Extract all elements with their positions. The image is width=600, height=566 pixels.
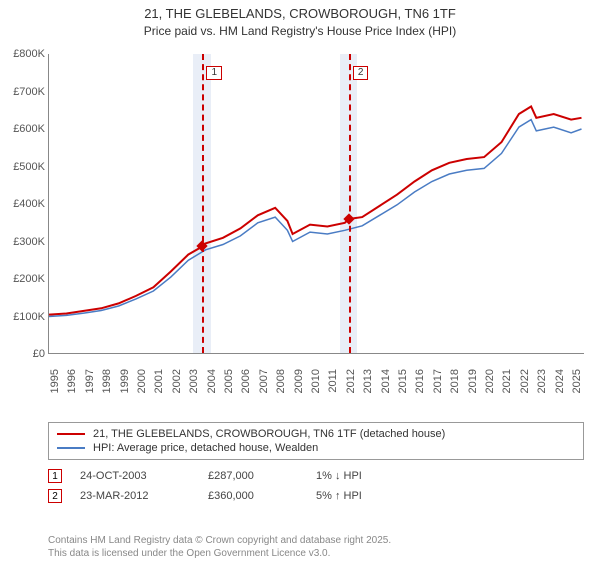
legend-swatch: [57, 433, 85, 435]
legend-item: 21, THE GLEBELANDS, CROWBOROUGH, TN6 1TF…: [57, 427, 575, 441]
x-axis-tick: 2017: [432, 369, 444, 393]
x-axis-tick: 2001: [153, 369, 165, 393]
sale-row: 2 23-MAR-2012 £360,000 5% ↑ HPI: [48, 486, 584, 506]
sale-row: 1 24-OCT-2003 £287,000 1% ↓ HPI: [48, 466, 584, 486]
x-axis-tick: 2012: [345, 369, 357, 393]
legend-box: 21, THE GLEBELANDS, CROWBOROUGH, TN6 1TF…: [48, 422, 584, 460]
legend-label: HPI: Average price, detached house, Weal…: [93, 442, 318, 454]
x-axis-tick: 2018: [449, 369, 461, 393]
y-axis-tick: £200K: [1, 273, 45, 285]
x-axis-tick: 2004: [206, 369, 218, 393]
sale-vline: [202, 54, 204, 353]
x-axis-tick: 1999: [119, 369, 131, 393]
x-axis-tick: 1995: [49, 369, 61, 393]
sale-vline-label: 2: [353, 66, 369, 80]
x-axis-tick: 2011: [327, 369, 339, 393]
legend-item: HPI: Average price, detached house, Weal…: [57, 441, 575, 455]
sale-date: 24-OCT-2003: [80, 470, 190, 482]
series-hpi: [49, 120, 582, 317]
x-axis-tick: 2005: [223, 369, 235, 393]
sale-rows: 1 24-OCT-2003 £287,000 1% ↓ HPI 2 23-MAR…: [48, 466, 584, 506]
series-svg: [49, 54, 585, 354]
sale-price: £287,000: [208, 470, 298, 482]
chart-subtitle: Price paid vs. HM Land Registry's House …: [0, 24, 600, 38]
x-axis-tick: 2010: [310, 369, 322, 393]
x-axis-tick: 2021: [501, 369, 513, 393]
x-axis-tick: 1996: [66, 369, 78, 393]
x-axis-tick: 2019: [467, 369, 479, 393]
sale-delta: 5% ↑ HPI: [316, 490, 362, 502]
x-axis-tick: 2023: [536, 369, 548, 393]
y-axis-tick: £400K: [1, 198, 45, 210]
sale-vline-label: 1: [206, 66, 222, 80]
legend-label: 21, THE GLEBELANDS, CROWBOROUGH, TN6 1TF…: [93, 428, 445, 440]
x-axis-tick: 2022: [519, 369, 531, 393]
x-axis-tick: 2000: [136, 369, 148, 393]
series-price_paid: [49, 107, 582, 315]
x-axis-tick: 2003: [188, 369, 200, 393]
y-axis-tick: £800K: [1, 48, 45, 60]
x-axis-tick: 1998: [101, 369, 113, 393]
plot-region: £0£100K£200K£300K£400K£500K£600K£700K£80…: [48, 54, 584, 354]
chart-area: £0£100K£200K£300K£400K£500K£600K£700K£80…: [48, 54, 584, 384]
footer-line: Contains HM Land Registry data © Crown c…: [48, 535, 391, 548]
x-axis-tick: 2015: [397, 369, 409, 393]
x-axis-tick: 2009: [293, 369, 305, 393]
x-axis-tick: 2020: [484, 369, 496, 393]
x-axis-tick: 2002: [171, 369, 183, 393]
sale-date: 23-MAR-2012: [80, 490, 190, 502]
x-axis-tick: 2014: [380, 369, 392, 393]
x-axis-tick: 1997: [84, 369, 96, 393]
sale-vline: [349, 54, 351, 353]
sale-price: £360,000: [208, 490, 298, 502]
y-axis-tick: £700K: [1, 86, 45, 98]
x-axis-tick: 2013: [362, 369, 374, 393]
x-axis-tick: 2006: [240, 369, 252, 393]
y-axis-tick: £0: [1, 348, 45, 360]
x-axis-tick: 2007: [258, 369, 270, 393]
sale-delta: 1% ↓ HPI: [316, 470, 362, 482]
x-axis-tick: 2008: [275, 369, 287, 393]
sale-index-badge: 2: [48, 489, 62, 503]
chart-title: 21, THE GLEBELANDS, CROWBOROUGH, TN6 1TF: [0, 6, 600, 23]
y-axis-tick: £300K: [1, 236, 45, 248]
sale-index-badge: 1: [48, 469, 62, 483]
y-axis-tick: £600K: [1, 123, 45, 135]
x-axis-tick: 2024: [554, 369, 566, 393]
y-axis-tick: £100K: [1, 311, 45, 323]
attribution-footer: Contains HM Land Registry data © Crown c…: [48, 535, 391, 560]
y-axis-tick: £500K: [1, 161, 45, 173]
legend-swatch: [57, 447, 85, 449]
x-axis-tick: 2025: [571, 369, 583, 393]
x-axis-tick: 2016: [414, 369, 426, 393]
footer-line: This data is licensed under the Open Gov…: [48, 548, 391, 561]
